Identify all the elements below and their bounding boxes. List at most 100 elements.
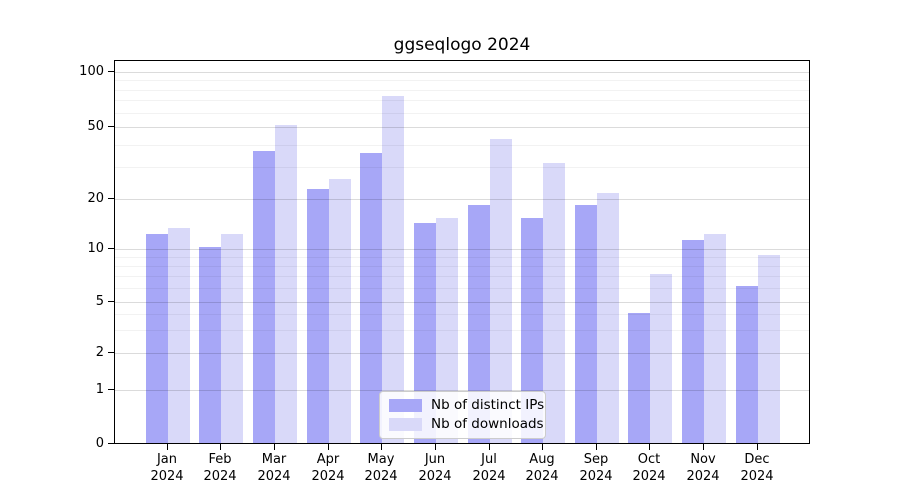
minor-gridline [115,90,809,91]
minor-gridline [115,330,809,331]
bar-jun-downloads [435,217,458,443]
x-tick-label: Oct 2024 [617,451,681,485]
legend-item: Nb of distinct IPs [389,397,544,413]
x-tick-month: Dec [744,452,770,467]
x-tick-year: 2024 [579,469,613,484]
x-tick-label: Aug 2024 [510,451,574,485]
x-tick-label: Jul 2024 [457,451,521,485]
y-tick-label: 2 [95,345,104,360]
minor-gridline [115,314,809,315]
x-tick-label: Feb 2024 [188,451,252,485]
x-tick-month: Jan [156,452,178,467]
bar-jan-distinct-ips [145,233,168,443]
x-tick-year: 2024 [418,469,452,484]
x-tick-month: Jun [424,452,446,467]
bar-jan-downloads [167,228,190,443]
y-tick-mark [108,126,114,127]
bar-sep-distinct-ips [574,204,597,443]
x-tick-year: 2024 [364,469,398,484]
x-tick-mark [757,444,758,450]
major-gridline [115,390,809,391]
major-gridline [115,72,809,73]
x-tick-mark [220,444,221,450]
legend-swatch [389,398,422,412]
plot-area [114,60,810,444]
y-tick-label: 50 [87,119,104,134]
bar-sep-downloads [596,193,619,443]
x-tick-year: 2024 [311,469,345,484]
x-tick-label: Jan 2024 [135,451,199,485]
x-tick-mark [167,444,168,450]
legend: Nb of distinct IPs Nb of downloads [379,391,546,439]
x-tick-month: Aug [529,452,555,467]
minor-gridline [115,100,809,101]
bar-aug-distinct-ips [521,217,544,443]
bar-aug-downloads [543,162,566,443]
minor-gridline [115,257,809,258]
x-tick-year: 2024 [740,469,774,484]
x-tick-month: Mar [261,452,287,467]
x-tick-mark [489,444,490,450]
bar-mar-distinct-ips [252,150,275,443]
y-tick-mark [108,389,114,390]
y-tick-label: 0 [95,436,104,451]
x-tick-mark [274,444,275,450]
bar-jul-distinct-ips [467,204,490,443]
x-tick-mark [542,444,543,450]
y-tick-mark [108,71,114,72]
x-tick-year: 2024 [257,469,291,484]
y-tick-mark [108,301,114,302]
bar-nov-distinct-ips [682,240,705,443]
x-tick-mark [328,444,329,450]
bar-nov-downloads [704,233,727,443]
x-tick-month: Sep [583,452,609,467]
x-tick-mark [381,444,382,450]
x-tick-year: 2024 [472,469,506,484]
major-gridline [115,353,809,354]
chart-title: ggseqlogo 2024 [393,35,531,55]
x-tick-label: Sep 2024 [564,451,628,485]
major-gridline [115,199,809,200]
x-tick-label: Mar 2024 [242,451,306,485]
x-tick-mark [649,444,650,450]
y-tick-mark [108,443,114,444]
x-tick-month: May [367,452,395,467]
minor-gridline [115,145,809,146]
legend-label: Nb of downloads [431,416,544,432]
bar-mar-downloads [274,125,297,443]
minor-gridline [115,80,809,81]
x-tick-month: Feb [208,452,232,467]
x-tick-month: Apr [316,452,340,467]
x-tick-month: Oct [637,452,661,467]
major-gridline [115,249,809,250]
x-tick-year: 2024 [203,469,237,484]
bar-feb-distinct-ips [199,247,222,443]
bar-jun-distinct-ips [413,222,436,443]
legend-swatch [389,417,422,431]
y-tick-label: 10 [87,241,104,256]
y-tick-label: 100 [79,64,104,79]
x-tick-year: 2024 [632,469,666,484]
x-tick-mark [435,444,436,450]
y-tick-label: 20 [87,191,104,206]
x-tick-label: Apr 2024 [296,451,360,485]
legend-item: Nb of downloads [389,416,544,432]
y-tick-mark [108,248,114,249]
x-tick-year: 2024 [686,469,720,484]
major-gridline [115,302,809,303]
x-tick-label: May 2024 [349,451,413,485]
y-tick-label: 1 [95,382,104,397]
legend-label: Nb of distinct IPs [431,397,545,413]
bar-dec-distinct-ips [735,286,758,443]
minor-gridline [115,276,809,277]
minor-gridline [115,113,809,114]
y-tick-mark [108,198,114,199]
x-tick-label: Nov 2024 [671,451,735,485]
x-tick-month: Jul [481,452,497,467]
bar-oct-distinct-ips [628,312,651,443]
x-tick-label: Jun 2024 [403,451,467,485]
bar-oct-downloads [650,274,673,443]
x-tick-year: 2024 [150,469,184,484]
x-tick-label: Dec 2024 [725,451,789,485]
